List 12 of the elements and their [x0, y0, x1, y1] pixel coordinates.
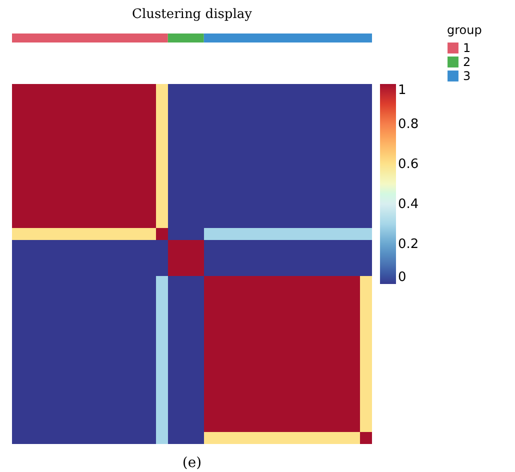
legend-label: 1: [463, 41, 471, 55]
color-bar-label: 0.4: [398, 197, 419, 212]
text: (e): [182, 455, 202, 471]
color-bar-label: 0: [398, 270, 406, 285]
legend-title: group: [447, 23, 482, 37]
legend-label: 2: [463, 55, 471, 69]
chart-title: Clustering display: [132, 7, 253, 22]
color-bar-label: 0.2: [398, 237, 419, 252]
color-bar-label: 0.8: [398, 117, 419, 132]
color-bar-label: 0.6: [398, 157, 419, 172]
legend-label: 3: [463, 69, 471, 83]
color-bar-label: 1: [398, 83, 406, 98]
